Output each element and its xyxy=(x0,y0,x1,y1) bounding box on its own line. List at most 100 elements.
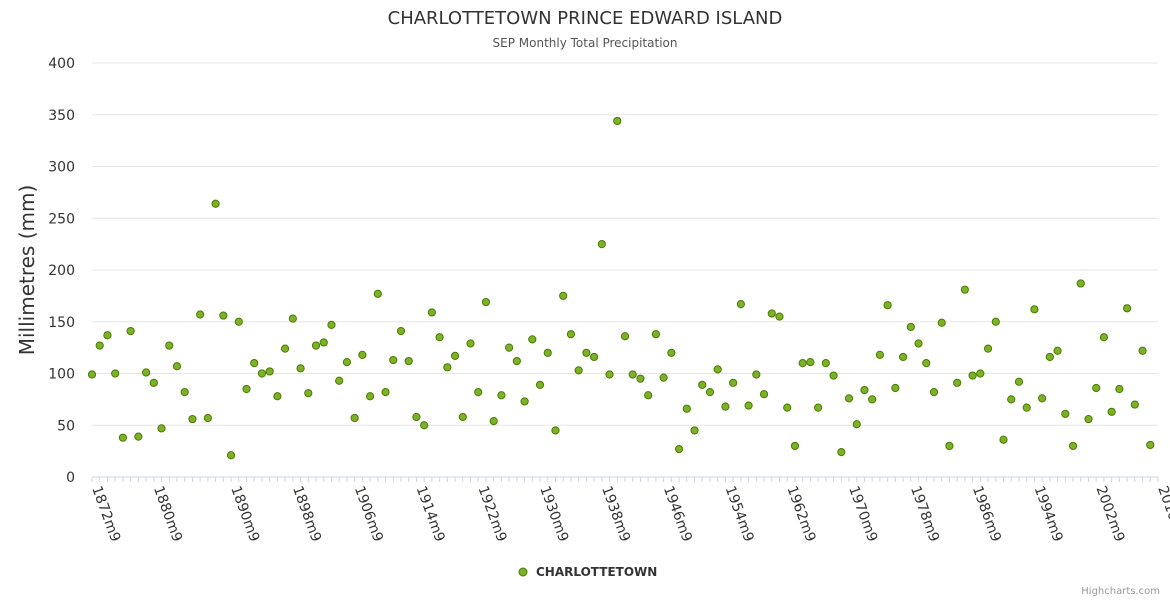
data-point[interactable] xyxy=(474,388,483,397)
legend-marker[interactable] xyxy=(518,567,528,577)
data-point[interactable] xyxy=(126,326,135,336)
data-point[interactable] xyxy=(1130,400,1139,409)
data-point[interactable] xyxy=(620,332,630,341)
data-point[interactable] xyxy=(945,441,954,451)
data-point[interactable] xyxy=(1053,346,1062,355)
data-point[interactable] xyxy=(512,356,521,366)
data-point[interactable] xyxy=(1038,394,1047,403)
data-point[interactable] xyxy=(574,366,583,375)
data-point[interactable] xyxy=(752,370,761,379)
data-point[interactable] xyxy=(226,451,236,460)
data-point[interactable] xyxy=(759,390,769,399)
data-point[interactable] xyxy=(837,448,846,457)
data-point[interactable] xyxy=(1099,333,1109,342)
data-point[interactable] xyxy=(1123,304,1132,313)
data-point[interactable] xyxy=(713,365,722,374)
data-point[interactable] xyxy=(1115,384,1124,394)
data-point[interactable] xyxy=(520,397,529,406)
data-point[interactable] xyxy=(288,314,297,323)
legend[interactable]: CHARLOTTETOWN xyxy=(518,565,657,579)
data-point[interactable] xyxy=(1092,383,1101,393)
data-point[interactable] xyxy=(335,376,344,385)
data-point[interactable] xyxy=(265,367,274,376)
data-point[interactable] xyxy=(404,356,413,366)
legend-label[interactable]: CHARLOTTETOWN xyxy=(536,565,657,579)
data-point[interactable] xyxy=(203,413,212,423)
data-point[interactable] xyxy=(1045,352,1054,362)
data-point[interactable] xyxy=(736,300,745,309)
data-point[interactable] xyxy=(489,417,498,426)
data-point[interactable] xyxy=(613,116,622,126)
data-point[interactable] xyxy=(651,330,660,339)
data-point[interactable] xyxy=(350,413,359,423)
data-point[interactable] xyxy=(381,388,390,397)
data-point[interactable] xyxy=(790,441,800,451)
data-point[interactable] xyxy=(1014,377,1024,386)
data-point[interactable] xyxy=(798,359,807,368)
data-point[interactable] xyxy=(674,444,684,454)
data-point[interactable] xyxy=(219,311,228,320)
data-point[interactable] xyxy=(644,391,653,400)
data-point[interactable] xyxy=(590,352,599,362)
data-point[interactable] xyxy=(829,371,838,380)
data-point[interactable] xyxy=(172,362,182,371)
data-point[interactable] xyxy=(729,378,738,387)
data-point[interactable] xyxy=(543,348,552,357)
data-point[interactable] xyxy=(296,364,305,373)
data-point[interactable] xyxy=(481,297,491,307)
data-point[interactable] xyxy=(528,335,537,344)
data-point[interactable] xyxy=(157,424,166,433)
data-point[interactable] xyxy=(775,312,784,321)
data-point[interactable] xyxy=(551,426,560,435)
data-point[interactable] xyxy=(466,339,475,348)
data-point[interactable] xyxy=(844,394,854,403)
data-point[interactable] xyxy=(821,359,830,368)
data-point[interactable] xyxy=(698,380,707,389)
data-point[interactable] xyxy=(420,421,429,430)
data-point[interactable] xyxy=(705,388,715,397)
data-point[interactable] xyxy=(937,318,946,327)
data-point[interactable] xyxy=(636,374,645,383)
data-point[interactable] xyxy=(906,322,915,332)
data-point[interactable] xyxy=(427,308,436,317)
data-point[interactable] xyxy=(999,435,1008,444)
data-point[interactable] xyxy=(103,331,112,340)
data-point[interactable] xyxy=(806,358,815,367)
data-point[interactable] xyxy=(860,385,869,395)
data-point[interactable] xyxy=(597,240,606,249)
data-point[interactable] xyxy=(396,326,406,336)
data-point[interactable] xyxy=(814,403,823,412)
data-point[interactable] xyxy=(659,373,668,382)
data-point[interactable] xyxy=(582,348,591,357)
data-point[interactable] xyxy=(1030,305,1039,314)
data-point[interactable] xyxy=(1022,403,1031,412)
data-point[interactable] xyxy=(566,330,576,339)
data-point[interactable] xyxy=(257,369,267,378)
data-point[interactable] xyxy=(358,350,367,359)
data-point[interactable] xyxy=(1107,407,1116,416)
data-point[interactable] xyxy=(211,199,220,208)
data-point[interactable] xyxy=(1084,414,1093,424)
data-point[interactable] xyxy=(852,420,861,429)
data-point[interactable] xyxy=(968,371,977,380)
data-point[interactable] xyxy=(188,414,197,424)
data-point[interactable] xyxy=(1138,346,1147,355)
data-point[interactable] xyxy=(1061,409,1070,418)
data-point[interactable] xyxy=(311,341,321,350)
data-point[interactable] xyxy=(767,309,776,318)
data-point[interactable] xyxy=(898,352,908,362)
data-point[interactable] xyxy=(875,350,885,359)
data-point[interactable] xyxy=(242,384,251,394)
data-point[interactable] xyxy=(868,395,877,404)
data-point[interactable] xyxy=(450,351,460,361)
data-point[interactable] xyxy=(273,392,282,401)
data-point[interactable] xyxy=(319,338,328,347)
data-point[interactable] xyxy=(535,380,545,389)
data-point[interactable] xyxy=(721,402,730,411)
charlottetown-series[interactable] xyxy=(87,116,1155,460)
data-point[interactable] xyxy=(744,401,753,410)
data-point[interactable] xyxy=(342,358,352,367)
data-point[interactable] xyxy=(1076,279,1085,288)
data-point[interactable] xyxy=(87,370,97,379)
data-point[interactable] xyxy=(891,383,900,393)
